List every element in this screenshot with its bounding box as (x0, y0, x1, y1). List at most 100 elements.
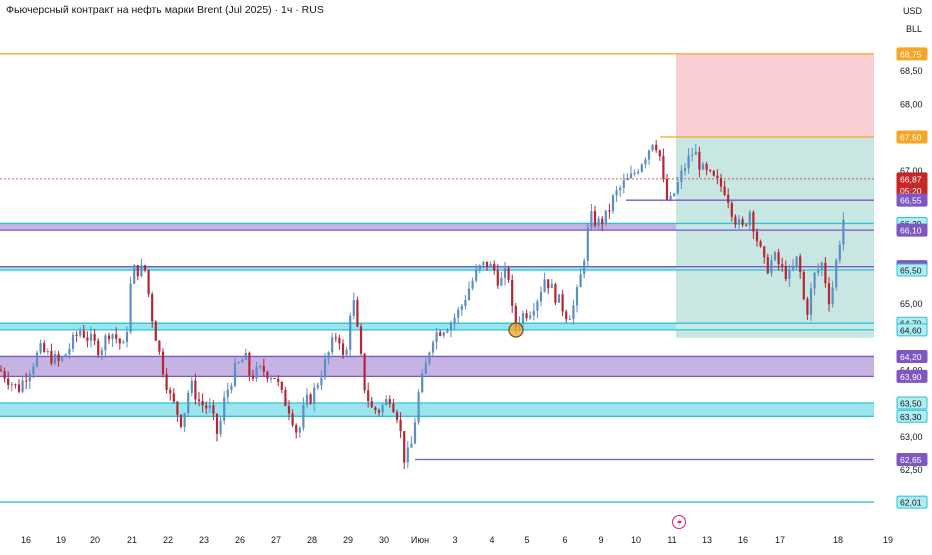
level-price-label[interactable]: 68,75 (896, 47, 928, 61)
candle-body (824, 262, 827, 284)
candle-body (467, 288, 471, 301)
price-label-box (896, 47, 928, 61)
candle-body (525, 313, 528, 319)
level-price-label[interactable]: 62,65 (896, 453, 928, 467)
candle-body (590, 211, 593, 228)
candle-body (752, 212, 755, 232)
level-price-label[interactable]: 62,01 (896, 495, 928, 509)
candle-body (298, 427, 301, 433)
candle-body (809, 288, 813, 315)
candle-body (716, 175, 719, 179)
level-price-label[interactable]: 63,50 (896, 396, 928, 410)
price-label-box (896, 369, 928, 383)
candle-body (338, 337, 341, 344)
candle-body (547, 279, 550, 289)
price-label-text: 67,50 (900, 133, 922, 143)
candle-body (694, 151, 697, 155)
candle-body (561, 294, 564, 312)
candle-body (284, 389, 287, 407)
candle-body (568, 319, 571, 321)
candle-body (532, 310, 535, 316)
candle-body (82, 330, 85, 338)
candle-body (719, 178, 723, 187)
level-price-label[interactable]: 63,30 (896, 409, 928, 423)
candle-body (169, 389, 172, 394)
zone-band[interactable] (0, 356, 874, 377)
candle-body (597, 218, 600, 226)
candle-body (147, 270, 150, 295)
y-tick-label: 63,00 (900, 432, 923, 442)
price-label-box (896, 323, 928, 337)
candle-body (115, 334, 118, 339)
candle-body (759, 241, 762, 247)
candle-body (151, 294, 154, 322)
price-label-text: 64,60 (900, 325, 922, 335)
candle-body (737, 219, 741, 225)
position-target-zone[interactable] (676, 137, 874, 338)
candle-body (647, 150, 651, 160)
price-label-box (896, 349, 928, 363)
candle-body (89, 333, 93, 341)
candle-body (471, 280, 474, 289)
level-price-label[interactable]: 64,20 (896, 349, 928, 363)
level-price-label[interactable]: 64,60 (896, 323, 928, 337)
x-tick-label: 9 (598, 535, 603, 545)
level-price-label[interactable]: 67,50 (896, 130, 928, 144)
candle-body (39, 343, 42, 353)
candle-body (406, 447, 409, 463)
candle-body (7, 378, 10, 386)
candle-body (705, 164, 708, 170)
currency-label[interactable]: USD (902, 6, 922, 16)
zone-band[interactable] (0, 323, 874, 330)
candle-body (565, 311, 568, 320)
price-label-text: 62,01 (900, 498, 922, 508)
candle-body (773, 252, 777, 260)
candle-body (446, 330, 449, 333)
level-price-label[interactable]: 66,55 (896, 193, 928, 207)
candle-body (14, 384, 17, 386)
candle-body (100, 350, 103, 355)
candle-body (172, 393, 175, 402)
candle-body (97, 340, 100, 355)
candle-body (43, 343, 46, 352)
zone-band[interactable] (0, 266, 874, 271)
candle-body (266, 371, 269, 379)
price-label-text: 66,87 (900, 174, 922, 184)
candle-body (219, 420, 222, 434)
candle-body (305, 394, 309, 405)
candle-body (341, 343, 345, 355)
candle-body (601, 218, 604, 224)
candle-body (356, 300, 359, 327)
position-stop-zone[interactable] (676, 53, 874, 137)
zone-band[interactable] (0, 223, 874, 231)
candle-body (125, 332, 129, 342)
candle-body (421, 373, 424, 393)
candle-body (208, 405, 211, 409)
x-tick-label: 10 (631, 535, 641, 545)
candle-body (842, 219, 845, 245)
candle-body (273, 378, 276, 380)
candle-body (280, 381, 283, 390)
last-price-label[interactable]: 66,87 05:20 (896, 172, 928, 198)
candle-body (183, 412, 186, 427)
level-price-label[interactable]: 65,50 (896, 263, 928, 277)
candle-body (741, 219, 744, 225)
signal-marker[interactable] (508, 322, 524, 338)
zone-band[interactable] (0, 403, 874, 417)
x-tick-label: 29 (343, 535, 353, 545)
level-price-label[interactable]: 63,90 (896, 369, 928, 383)
x-tick-label: 6 (562, 535, 567, 545)
candle-body (122, 341, 125, 344)
candle-body (817, 269, 820, 273)
level-price-label[interactable]: 66,10 (896, 223, 928, 237)
candle-body (10, 384, 13, 386)
candle-body (244, 352, 247, 360)
unit-label[interactable]: BLL (905, 24, 922, 34)
candle-body (316, 385, 319, 388)
candle-body (93, 333, 96, 341)
candle-body (323, 358, 327, 378)
candle-body (233, 362, 237, 386)
candle-body (586, 227, 589, 261)
